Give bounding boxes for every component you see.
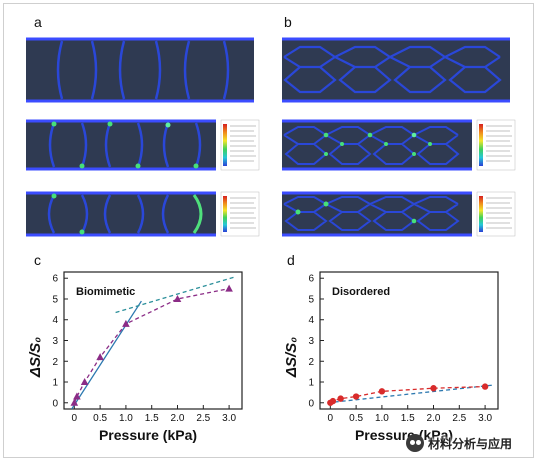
fem-image-a1 [26, 37, 254, 103]
chart-d-xtick-label: 3.0 [478, 413, 492, 424]
chart-d-data-point [337, 395, 344, 402]
chart-c-ytick-label: 5 [52, 294, 58, 305]
chart-d-annotation: Disordered [332, 286, 390, 298]
chart-d-xtick-label: 2.5 [452, 413, 466, 424]
chart-c-data-point [225, 284, 233, 292]
chart-c-ytick-label: 0 [52, 398, 58, 409]
figure-frame [3, 3, 534, 458]
chart-c-data-point [70, 398, 79, 406]
chart-d-ytick-label: 3 [308, 336, 314, 347]
wechat-icon [406, 434, 424, 452]
fem-image-b1 [282, 37, 510, 103]
chart-d-xtick-label: 0 [328, 413, 334, 424]
watermark: 材料分析与应用 [406, 430, 534, 456]
chart-d-xtick-label: 1.0 [375, 413, 389, 424]
panel-label-b: b [284, 14, 292, 30]
panel-label-c: c [34, 252, 41, 268]
chart-c-ytick-label: 3 [52, 336, 58, 347]
chart-d-fit-line [327, 384, 493, 404]
chart-d-ytick-label: 6 [308, 274, 314, 285]
chart-c-xtick-label: 2.5 [196, 413, 210, 424]
color-legend-b2 [476, 119, 516, 171]
watermark-text: 材料分析与应用 [428, 436, 513, 451]
chart-c-ytick-label: 2 [52, 357, 58, 368]
panel-label-d: d [287, 252, 295, 268]
color-legend-a3 [220, 191, 260, 237]
chart-c-data-point [73, 392, 81, 400]
chart-d-xtick-label: 0.5 [349, 413, 363, 424]
chart-c-ytick-label: 6 [52, 274, 58, 285]
chart-c-xtick-label: 0 [72, 413, 78, 424]
chart-d-ytick-label: 1 [308, 378, 314, 389]
chart-c-xtick-label: 1.5 [145, 413, 159, 424]
chart-d-data-point [378, 388, 386, 395]
chart-d-data-point [329, 397, 337, 405]
chart-d-ylabel: ΔS/S₀ [283, 337, 300, 378]
chart-c-data-point [80, 378, 89, 386]
chart-c-data-point [173, 294, 182, 302]
chart-d-disordered: ΔS/S₀ Pressure (kPa) Disordered 0 0.5 1.0 1… [283, 271, 499, 443]
chart-c-data-point [122, 319, 130, 327]
chart-c-annotation: Biomimetic [76, 286, 135, 298]
panel-a-simulations [26, 37, 260, 237]
panel-b-simulations [282, 37, 516, 237]
chart-d-ytick-label: 2 [308, 357, 314, 368]
chart-d-xtick-label: 1.5 [401, 413, 415, 424]
chart-d-ytick-label: 5 [308, 294, 314, 305]
chart-c-series-line [73, 287, 230, 404]
chart-c-xtick-label: 3.0 [222, 413, 236, 424]
chart-d-data-point [352, 393, 360, 400]
fem-image-b3 [282, 191, 472, 237]
panel-label-a: a [34, 14, 42, 30]
color-legend-b3 [476, 191, 516, 237]
chart-d-data-point [481, 383, 489, 390]
chart-c-xtick-label: 2.0 [171, 413, 185, 424]
chart-c-ytick-label: 4 [52, 315, 58, 326]
chart-d-data-point [430, 385, 437, 392]
fem-image-a2 [26, 119, 216, 171]
chart-c-xtick-label: 1.0 [119, 413, 133, 424]
chart-d-xtick-label: 2.0 [427, 413, 441, 424]
fem-image-b2 [282, 119, 472, 171]
chart-c-ytick-label: 1 [52, 378, 58, 389]
chart-c-data-point [96, 353, 104, 361]
fem-image-a3 [26, 191, 216, 237]
color-legend-a2 [220, 119, 260, 171]
chart-c-biomimetic: ΔS/S₀ Pressure (kPa) Biomimetic 0 0.5 1.0 1… [27, 271, 243, 443]
chart-c-xlabel: Pressure (kPa) [99, 427, 197, 443]
chart-c-ylabel: ΔS/S₀ [27, 337, 44, 378]
chart-d-xlabel: Pressure (kPa) [355, 427, 453, 443]
chart-c-fit-line [71, 300, 142, 410]
chart-c-xtick-label: 0.5 [93, 413, 107, 424]
chart-d-ytick-label: 4 [308, 315, 314, 326]
chart-d-ytick-label: 0 [308, 398, 314, 409]
